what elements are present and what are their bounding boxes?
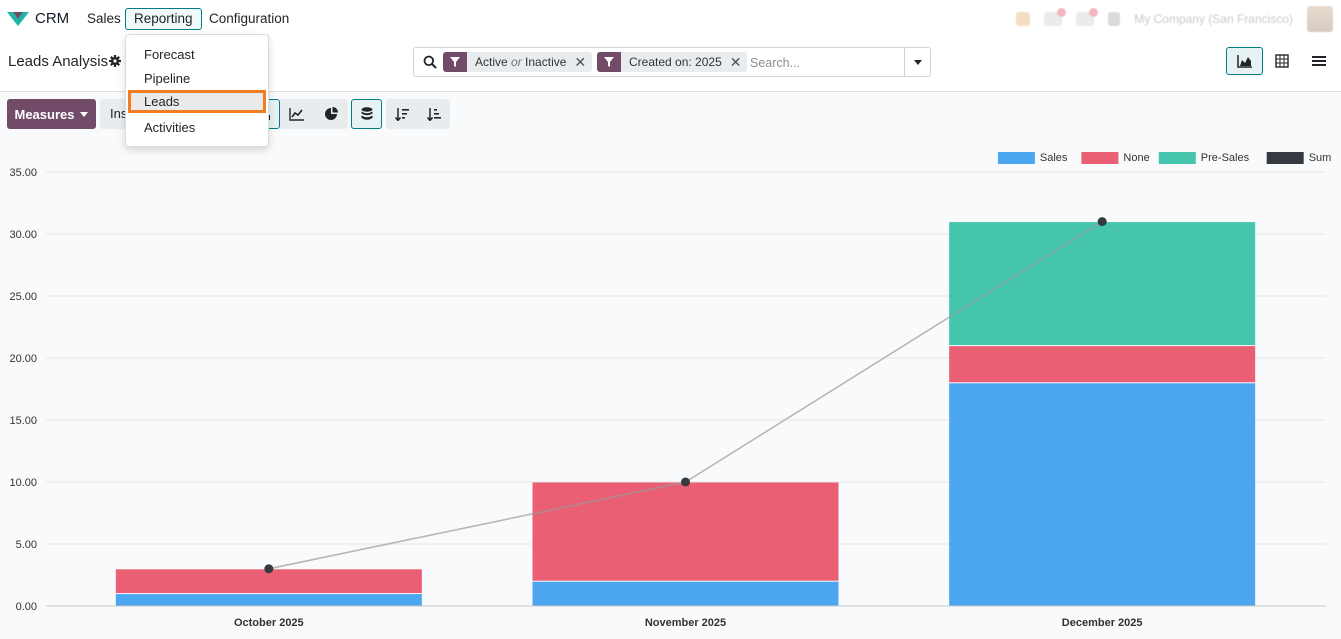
- y-tick-label: 10.00: [9, 477, 37, 489]
- legend-label: Sales: [1040, 152, 1068, 164]
- search-input[interactable]: [750, 53, 900, 73]
- caret-down-icon: [80, 111, 89, 117]
- sort-descending-icon: [395, 108, 409, 121]
- bar-sales: [949, 383, 1256, 606]
- measures-button[interactable]: Measures: [7, 99, 96, 129]
- crm-logo-icon[interactable]: [6, 10, 30, 28]
- legend-label: None: [1123, 152, 1149, 164]
- bar-none: [115, 569, 422, 594]
- tools-icon[interactable]: [1108, 12, 1121, 26]
- graph-view-button[interactable]: [1226, 47, 1263, 75]
- nav-configuration[interactable]: Configuration: [209, 11, 290, 26]
- bar-sales: [532, 581, 839, 606]
- nav-sales[interactable]: Sales: [87, 11, 121, 26]
- line-chart-icon: [289, 108, 304, 121]
- y-tick-label: 5.00: [16, 539, 37, 551]
- pie-chart-button[interactable]: [314, 99, 348, 129]
- sum-point: [1097, 217, 1107, 227]
- sort-descending-button[interactable]: [386, 99, 418, 129]
- remove-facet-icon[interactable]: ✕: [729, 53, 742, 70]
- megaphone-icon[interactable]: [1044, 8, 1067, 26]
- y-tick-label: 35.00: [9, 167, 37, 179]
- legend-label: Sum: [1309, 152, 1332, 164]
- search-options-toggle[interactable]: [904, 48, 930, 76]
- reporting-dropdown-menu: Forecast Pipeline Leads Activities: [125, 34, 269, 147]
- gear-icon[interactable]: [109, 55, 121, 67]
- app-name[interactable]: CRM: [35, 10, 70, 27]
- company-switcher[interactable]: My Company (San Francisco): [1134, 12, 1293, 26]
- filter-icon: [443, 52, 467, 72]
- legend-swatch: [1081, 152, 1119, 164]
- sort-ascending-icon: [427, 108, 441, 121]
- y-tick-label: 15.00: [9, 415, 37, 427]
- menu-item-pipeline[interactable]: Pipeline: [144, 71, 191, 86]
- list-view-button[interactable]: [1300, 47, 1337, 75]
- legend-swatch: [1266, 152, 1304, 164]
- legend-swatch: [1158, 152, 1196, 164]
- filter-icon: [597, 52, 621, 72]
- facet-label: Created on: 2025: [629, 55, 722, 69]
- top-navbar: CRM Sales Reporting Configuration My Com…: [0, 0, 1341, 38]
- sort-group: [386, 99, 450, 129]
- table-icon: [1274, 54, 1289, 68]
- search-bar[interactable]: Active or Inactive ✕ Created on: 2025 ✕: [413, 47, 931, 77]
- y-tick-label: 25.00: [9, 291, 37, 303]
- filter-facet-active[interactable]: Active or Inactive ✕: [443, 52, 593, 72]
- menu-item-activities[interactable]: Activities: [144, 120, 196, 135]
- x-category-label: October 2025: [234, 617, 304, 629]
- filter-facet-created[interactable]: Created on: 2025 ✕: [597, 52, 748, 72]
- line-chart-button[interactable]: [280, 99, 314, 129]
- sum-point: [264, 564, 274, 574]
- legend-label: Pre-Sales: [1201, 152, 1250, 164]
- stacked-toggle-button[interactable]: [351, 99, 382, 129]
- list-icon: [1311, 56, 1326, 66]
- pie-chart-icon: [325, 107, 338, 120]
- y-tick-label: 30.00: [9, 229, 37, 241]
- bar-none: [532, 482, 839, 581]
- caret-down-icon: [913, 59, 922, 65]
- user-avatar[interactable]: [1307, 6, 1333, 32]
- menu-item-leads[interactable]: Leads: [128, 90, 266, 113]
- bar-none: [949, 346, 1256, 383]
- messages-icon[interactable]: [1076, 8, 1099, 26]
- x-category-label: November 2025: [645, 617, 726, 629]
- facet-label: Active or Inactive: [475, 55, 567, 69]
- view-switcher: [1226, 47, 1337, 75]
- legend-swatch: [997, 152, 1035, 164]
- remove-facet-icon[interactable]: ✕: [574, 53, 587, 70]
- x-category-label: December 2025: [1062, 617, 1143, 629]
- pivot-view-button[interactable]: [1263, 47, 1300, 75]
- menu-item-forecast[interactable]: Forecast: [144, 47, 195, 62]
- systray: My Company (San Francisco): [1016, 4, 1341, 34]
- sum-point: [681, 477, 690, 487]
- measures-label: Measures: [14, 106, 75, 122]
- y-tick-label: 0.00: [16, 601, 37, 613]
- database-icon: [361, 107, 372, 120]
- y-tick-label: 20.00: [9, 353, 37, 365]
- bar-sales: [115, 594, 422, 606]
- activity-icon[interactable]: [1016, 12, 1031, 26]
- page-title: Leads Analysis: [8, 53, 109, 70]
- nav-reporting[interactable]: Reporting: [125, 8, 202, 30]
- sort-ascending-button[interactable]: [418, 99, 450, 129]
- area-chart-icon: [1236, 55, 1252, 68]
- search-icon: [423, 55, 437, 69]
- bar-pre-sales: [949, 222, 1256, 346]
- stacked-bar-chart: 0.00 5.00 10.00 15.00 20.00 25.00 30.00 35.00 Oc…: [9, 152, 1332, 629]
